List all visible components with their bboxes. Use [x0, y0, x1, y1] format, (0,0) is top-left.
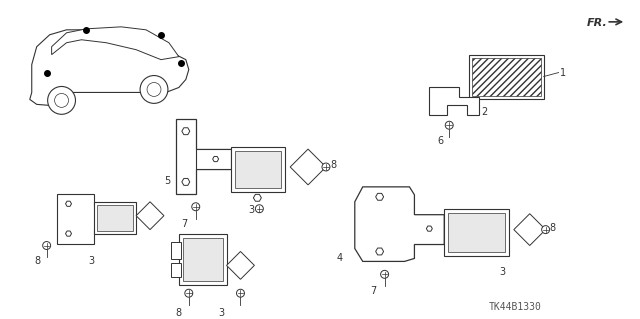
Text: 8: 8 — [330, 160, 336, 170]
Text: TK44B1330: TK44B1330 — [489, 302, 542, 312]
Circle shape — [541, 226, 550, 234]
Circle shape — [54, 93, 68, 108]
Polygon shape — [182, 178, 190, 185]
Bar — [439, 93, 454, 102]
Circle shape — [185, 289, 193, 297]
Polygon shape — [65, 231, 72, 236]
Bar — [444, 209, 509, 256]
Bar — [230, 147, 285, 192]
Circle shape — [255, 205, 263, 213]
Polygon shape — [136, 202, 164, 230]
Circle shape — [445, 121, 453, 129]
Bar — [469, 55, 543, 100]
Polygon shape — [196, 149, 230, 169]
Text: 8: 8 — [35, 256, 41, 266]
Text: FR.: FR. — [586, 18, 607, 28]
Polygon shape — [86, 33, 116, 52]
Polygon shape — [227, 251, 254, 279]
Polygon shape — [514, 214, 546, 246]
Polygon shape — [29, 30, 189, 106]
Polygon shape — [70, 39, 83, 57]
Polygon shape — [290, 149, 326, 185]
Text: 3: 3 — [88, 256, 95, 266]
Polygon shape — [376, 193, 383, 200]
Polygon shape — [115, 31, 151, 46]
Bar — [472, 58, 541, 96]
Circle shape — [147, 83, 161, 96]
Text: 8: 8 — [550, 223, 556, 233]
Text: 3: 3 — [248, 205, 255, 215]
Polygon shape — [56, 194, 111, 243]
Text: 5: 5 — [164, 176, 170, 186]
Text: 7: 7 — [370, 286, 376, 296]
Bar — [171, 263, 181, 277]
Circle shape — [322, 163, 330, 171]
Bar — [94, 202, 136, 234]
Circle shape — [381, 271, 388, 278]
Polygon shape — [212, 156, 219, 162]
Bar — [448, 213, 505, 252]
Circle shape — [192, 203, 200, 211]
Text: 1: 1 — [559, 68, 566, 78]
Circle shape — [237, 289, 244, 297]
Bar — [179, 234, 227, 285]
Text: 7: 7 — [181, 219, 187, 229]
Polygon shape — [376, 248, 383, 255]
Circle shape — [140, 76, 168, 103]
Bar — [171, 241, 181, 259]
Text: 3: 3 — [499, 267, 505, 277]
Circle shape — [47, 86, 76, 114]
Bar — [97, 205, 133, 231]
Polygon shape — [182, 128, 190, 135]
Text: 3: 3 — [219, 308, 225, 318]
Polygon shape — [253, 194, 261, 201]
Polygon shape — [429, 87, 479, 115]
Polygon shape — [426, 226, 432, 231]
Polygon shape — [65, 201, 72, 206]
Bar — [234, 151, 281, 188]
Polygon shape — [355, 187, 444, 261]
Text: 6: 6 — [437, 136, 444, 146]
Polygon shape — [52, 27, 179, 60]
Text: 4: 4 — [337, 253, 343, 263]
Text: 8: 8 — [175, 308, 181, 318]
Circle shape — [43, 241, 51, 249]
Polygon shape — [176, 119, 230, 194]
Bar — [183, 238, 223, 281]
Text: 2: 2 — [481, 107, 487, 117]
